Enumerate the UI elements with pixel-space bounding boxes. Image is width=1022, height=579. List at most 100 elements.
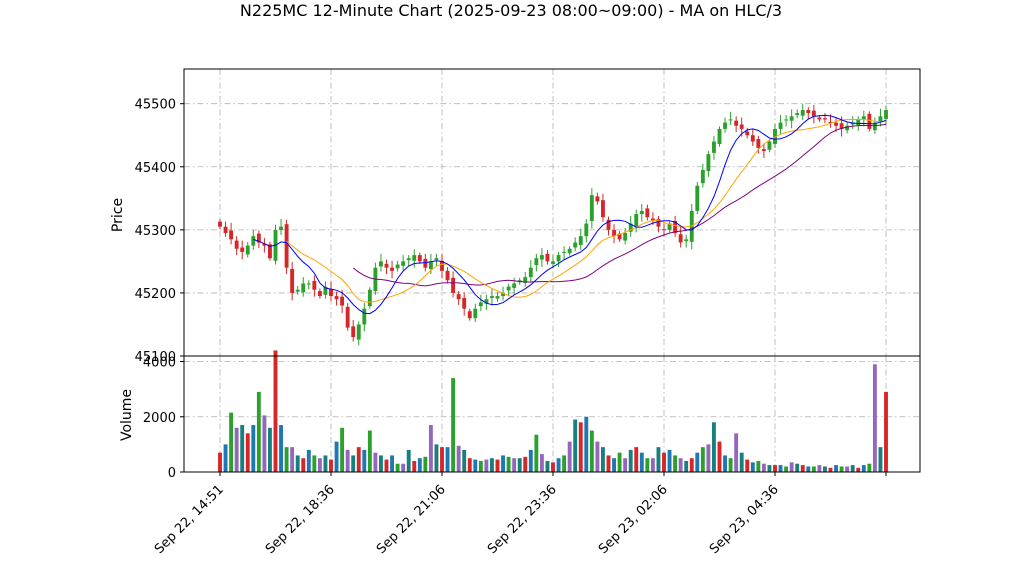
candle-body [234,240,239,249]
volume-bar [750,462,755,472]
candle-body [523,277,528,283]
candle-body [617,233,622,240]
volume-bar [467,458,472,472]
candle-body [484,299,489,304]
candle-body [817,117,822,120]
candle-body [784,119,789,121]
volume-bar [501,455,505,472]
volume-bar [623,458,628,472]
price-moving-averages [253,114,887,315]
volume-bar [628,449,633,472]
candle-body [712,141,716,153]
candle-body [456,294,461,300]
candle-body [340,296,345,306]
candle-body [723,122,727,129]
candle-body [761,149,766,151]
candle-body [695,185,700,211]
candle-body [673,221,678,233]
volume-bar [761,463,766,472]
chart-title: N225MC 12-Minute Chart (2025-09-23 08:00… [240,1,782,20]
candle-body [639,210,644,215]
volume-bar [317,458,322,472]
volume-bar [234,427,239,472]
volume-bar [412,460,417,472]
volume-bar [706,444,711,472]
price-tick-label: 45500 [135,98,176,113]
price-tick-label: 45100 [135,350,176,365]
volume-bar [484,459,489,472]
volume-bar [473,459,478,472]
volume-bar [495,459,500,472]
candle-body [490,296,494,298]
candle-body [451,277,456,293]
candle-body [839,123,844,129]
volume-bar [379,455,383,472]
candle-body [811,110,816,117]
volume-bar [689,458,694,472]
volume-bar [745,459,750,472]
volume-bar [684,460,689,472]
candle-body [545,253,550,262]
price-tick-label: 45400 [135,161,176,176]
candle-body [534,258,539,266]
volume-bar [584,416,589,472]
candle-body [656,219,661,227]
candle-body [218,221,222,227]
volume-bar [356,447,361,472]
candle-body [240,247,245,252]
volume-bar [401,463,406,472]
candle-body [634,214,639,227]
x-tick-label: Sep 23, 04:36 [707,482,782,557]
volume-bar [406,449,411,472]
volume-bar [817,465,822,472]
volume-bar [512,458,517,472]
volume-bar [284,447,289,472]
candle-body [462,297,467,309]
ma-line-mid [286,118,887,303]
candle-body [445,270,450,281]
candle-body [229,230,234,240]
volume-bar [240,425,245,472]
candle-body [578,236,583,245]
volume-bar [334,441,339,472]
candle-body [295,289,300,292]
x-tick-label: Sep 23, 02:06 [596,482,671,557]
volume-bar [562,455,567,472]
volume-bar [218,452,222,472]
candle-body [856,119,861,126]
volume-bar [456,445,461,472]
price-tick-label: 45300 [135,224,176,239]
volume-bar [462,449,467,472]
volume-bar [262,415,267,472]
candle-body [650,218,655,221]
candle-body [678,234,683,243]
volume-bar [251,425,256,472]
x-tick-label: Sep 22, 23:36 [485,482,560,557]
volume-bar [884,391,888,472]
volume-bar [395,463,400,472]
volume-bar [573,419,578,472]
candle-body [323,286,328,295]
price-panel: 45100 45200 45300 45400 45500 Price [110,68,921,365]
price-y-ticks: 45100 45200 45300 45400 45500 [135,98,184,365]
volume-bar [767,465,772,472]
candle-body [317,291,322,297]
candle-body [800,110,805,116]
candle-body [623,233,628,241]
candle-body [606,219,611,230]
volume-bar [256,391,261,472]
volume-bar [423,456,428,472]
candle-body [706,154,711,172]
volume-bar [345,449,350,472]
candle-body [251,236,256,246]
candle-body [734,120,739,126]
volume-bar [323,455,328,472]
volume-bar [645,458,650,472]
volume-bar [523,456,528,472]
volume-bar [329,459,333,472]
candle-body [512,283,517,288]
volume-y-label: Volume [119,389,135,441]
price-candles [218,103,888,346]
volume-bar [800,465,805,472]
candle-body [828,121,833,123]
